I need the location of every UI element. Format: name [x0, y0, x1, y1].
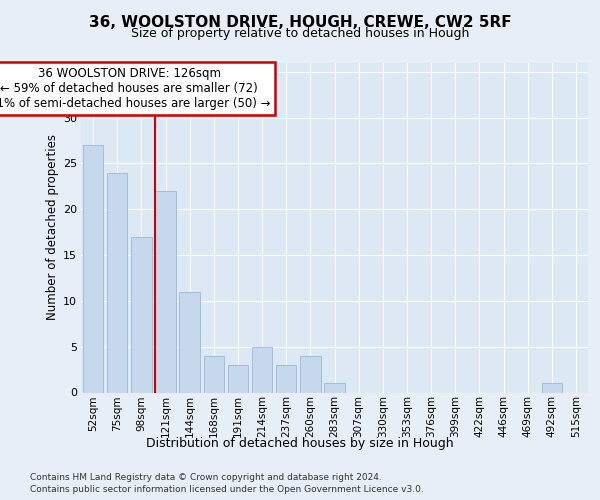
Bar	[227, 365, 248, 392]
Bar	[276, 365, 296, 392]
Bar	[324, 384, 345, 392]
Bar	[179, 292, 200, 392]
Text: 36 WOOLSTON DRIVE: 126sqm
← 59% of detached houses are smaller (72)
41% of semi-: 36 WOOLSTON DRIVE: 126sqm ← 59% of detac…	[0, 67, 270, 110]
Text: Size of property relative to detached houses in Hough: Size of property relative to detached ho…	[131, 28, 469, 40]
Text: Contains HM Land Registry data © Crown copyright and database right 2024.: Contains HM Land Registry data © Crown c…	[30, 472, 382, 482]
Y-axis label: Number of detached properties: Number of detached properties	[46, 134, 59, 320]
Text: Contains public sector information licensed under the Open Government Licence v3: Contains public sector information licen…	[30, 485, 424, 494]
Text: Distribution of detached houses by size in Hough: Distribution of detached houses by size …	[146, 438, 454, 450]
Bar	[83, 145, 103, 392]
Bar	[155, 191, 176, 392]
Bar	[542, 384, 562, 392]
Bar	[300, 356, 320, 393]
Bar	[107, 172, 127, 392]
Text: 36, WOOLSTON DRIVE, HOUGH, CREWE, CW2 5RF: 36, WOOLSTON DRIVE, HOUGH, CREWE, CW2 5R…	[89, 15, 511, 30]
Bar	[203, 356, 224, 393]
Bar	[252, 346, 272, 393]
Bar	[131, 236, 152, 392]
